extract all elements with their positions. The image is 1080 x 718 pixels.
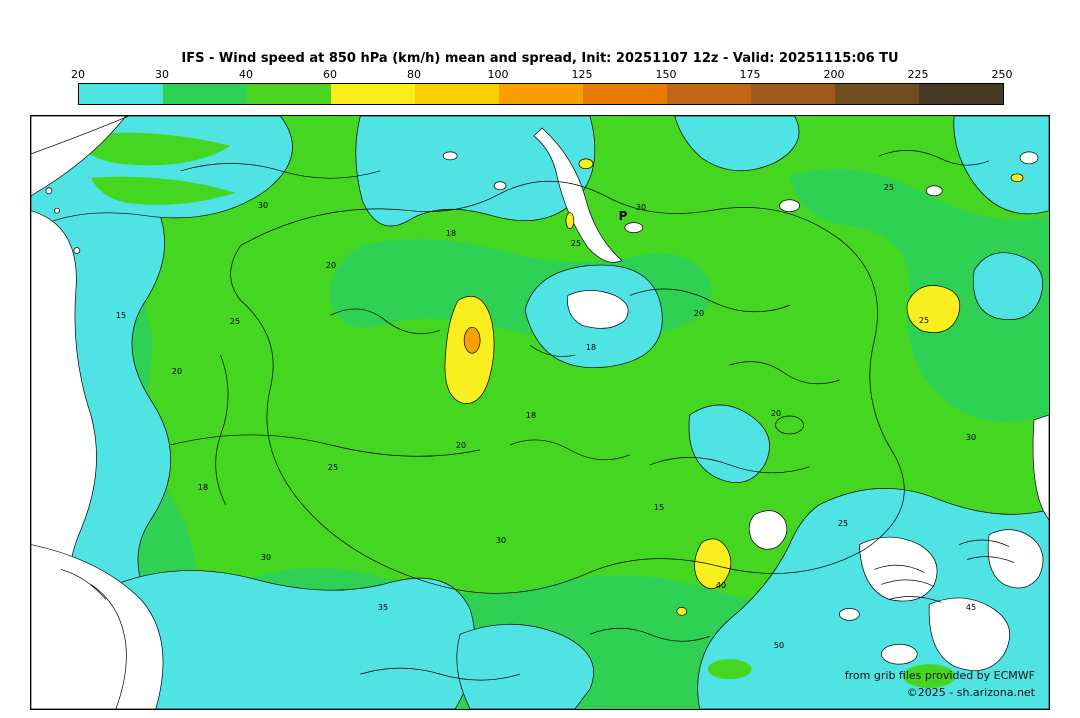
colorbar-bar [78, 83, 1004, 105]
colorbar-tick-label: 100 [487, 68, 509, 81]
chart-title: IFS - Wind speed at 850 hPa (km/h) mean … [181, 51, 899, 66]
colorbar-tick-label: 20 [71, 68, 85, 81]
colorbar-segment [583, 84, 667, 104]
colorbar-segment [499, 84, 583, 104]
colorbar-segment [331, 84, 415, 104]
low-wind-white-layer [31, 116, 1049, 709]
colorbar-segment [919, 84, 1003, 104]
colorbar-segment [751, 84, 835, 104]
colorbar-tick-label: 150 [655, 68, 677, 81]
colorbar-tick-label: 60 [323, 68, 337, 81]
colorbar-segment [163, 84, 247, 104]
colorbar-tick-label: 200 [823, 68, 845, 81]
colorbar-tick-row: 20 30 40 60 80 100 125 150 175 200 225 250 [71, 68, 1013, 81]
colorbar-segment [835, 84, 919, 104]
map-credit: from grib files provided by ECMWF ©2025 … [845, 667, 1035, 701]
colorbar-tick-label: 175 [739, 68, 761, 81]
colorbar-tick-label: 40 [239, 68, 253, 81]
credit-copyright-line: ©2025 - sh.arizona.net [906, 685, 1035, 699]
colorbar-segment [79, 84, 163, 104]
colorbar-tick-label: 225 [907, 68, 929, 81]
colorbar-tick-label: 125 [571, 68, 593, 81]
colorbar: 20 30 40 60 80 100 125 150 175 200 225 250 [71, 68, 1013, 106]
colorbar-segment [415, 84, 499, 104]
colorbar-segment [247, 84, 331, 104]
colorbar-segment [667, 84, 751, 104]
islands-layer [45, 187, 81, 254]
colorbar-tick-label: 250 [991, 68, 1013, 81]
colorbar-tick-label: 30 [155, 68, 169, 81]
map-area: P 30 25 20 20 18 25 30 18 18 20 25 20 20 25 25 30 40 30 35… [30, 115, 1050, 710]
wind-fill-yellow-layer [444, 158, 1024, 616]
credit-ecmwf-line: from grib files provided by ECMWF [844, 668, 1035, 682]
weather-map [31, 116, 1049, 709]
colorbar-tick-label: 80 [407, 68, 421, 81]
contour-lines-layer [31, 116, 1015, 709]
